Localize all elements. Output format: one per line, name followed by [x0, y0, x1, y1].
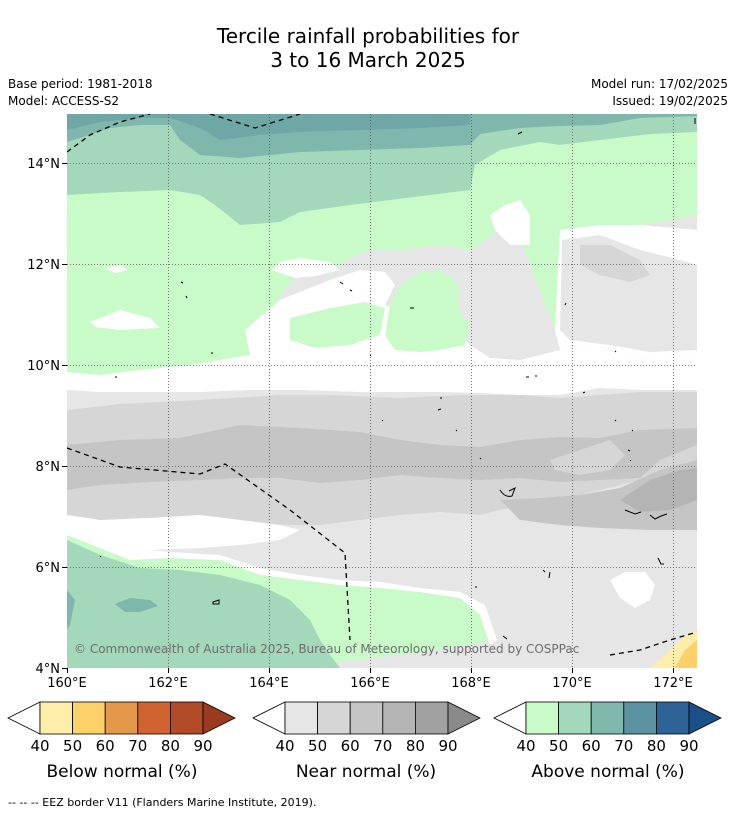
- legend-tick-label: 90: [438, 737, 457, 755]
- legend-tick-label: 50: [308, 737, 327, 755]
- eez-footnote: -- -- -- EEZ border V11 (Flanders Marine…: [8, 796, 317, 809]
- model-run: Model run: 17/02/2025: [590, 77, 728, 91]
- legend-title-above: Above normal (%): [531, 762, 685, 782]
- legend-tick-label: 70: [614, 737, 633, 755]
- above-normal-40-patch-west: [290, 302, 385, 348]
- base-period: Base period: 1981-2018: [8, 77, 153, 91]
- legend-tick-label: 90: [679, 737, 698, 755]
- legend-swatch: [349, 701, 384, 735]
- legend-tick-label: 50: [549, 737, 568, 755]
- lon-label: 168°E: [451, 676, 491, 691]
- lat-label: 12°N: [27, 258, 60, 273]
- lat-label: 10°N: [27, 359, 60, 374]
- no-signal-gap-3: [272, 258, 340, 278]
- legend-swatch: [656, 701, 690, 735]
- title-line-2: 3 to 16 March 2025: [270, 48, 466, 72]
- lat-label: 14°N: [27, 157, 60, 172]
- near-normal-60-band-lower-east: [500, 460, 697, 530]
- legend-swatch: [590, 701, 625, 735]
- lat-label: 6°N: [36, 561, 61, 576]
- lat-label: 4°N: [36, 662, 61, 677]
- legend-swatch: [623, 701, 657, 735]
- legend-swatch: [104, 701, 139, 735]
- legend-tick-label: 80: [647, 737, 666, 755]
- legend-swatch: [284, 701, 318, 735]
- legend-extend-low: [493, 701, 527, 735]
- above-normal-60-edge-south: [67, 590, 75, 630]
- legend-swatch: [72, 701, 106, 735]
- legend-title-below: Below normal (%): [46, 762, 198, 782]
- lon-label: 164°E: [249, 676, 289, 691]
- near-normal-60-band: [67, 425, 697, 490]
- legend-swatch: [137, 701, 171, 735]
- legend-tick-label: 60: [582, 737, 601, 755]
- legend-swatch: [558, 701, 592, 735]
- above-normal-50-region-south: [67, 540, 340, 668]
- no-signal-blob-southeast: [610, 572, 655, 608]
- legend-extend-high: [688, 701, 722, 735]
- legend-extend-low: [252, 701, 286, 735]
- above-normal-40-island-central: [385, 270, 470, 352]
- title-line-1: Tercile rainfall probabilities for: [216, 24, 520, 48]
- no-signal-gap-1: [90, 310, 160, 330]
- legend-tick-label: 80: [406, 737, 425, 755]
- legend-colorbars: 40 50 60 70 80 90 40 50 60 70 80 90 40 50 60 70 80 90: [7, 701, 722, 755]
- legend-swatch: [317, 701, 351, 735]
- legend-tick-label: 40: [275, 737, 294, 755]
- copyright-notice: © Commonwealth of Australia 2025, Bureau…: [74, 642, 579, 656]
- legend-swatch: [169, 701, 204, 735]
- legend-extend-high: [202, 701, 236, 735]
- legend-swatch: [382, 701, 416, 735]
- legend-tick-label: 70: [128, 737, 147, 755]
- lon-labels: 160°E 162°E 164°E 166°E 168°E 170°E 172°…: [47, 676, 693, 691]
- legend-tick-label: 60: [341, 737, 360, 755]
- lon-label: 162°E: [148, 676, 188, 691]
- no-signal-border-south: [67, 515, 300, 550]
- lat-labels: 14°N 12°N 10°N 8°N 6°N 4°N: [27, 157, 60, 677]
- lon-label: 160°E: [47, 676, 87, 691]
- no-signal-strip-south: [67, 528, 497, 645]
- gridlines: [67, 114, 697, 668]
- legend-swatch: [39, 701, 73, 735]
- lon-label: 172°E: [653, 676, 693, 691]
- map-plot-area: © Commonwealth of Australia 2025, Bureau…: [67, 114, 697, 668]
- no-signal-gap-4: [490, 200, 530, 245]
- legend-tick-label: 40: [516, 737, 535, 755]
- model-name: Model: ACCESS-S2: [8, 94, 120, 108]
- near-normal-50-blob-east: [580, 245, 650, 282]
- legend-extend-low: [7, 701, 41, 735]
- legend-tick-label: 70: [373, 737, 392, 755]
- legend-tick-label: 40: [30, 737, 49, 755]
- legend-title-near: Near normal (%): [295, 762, 437, 782]
- islands: [99, 118, 696, 640]
- near-normal-70-patch-east: [620, 468, 697, 512]
- legend-swatch: [414, 701, 449, 735]
- no-signal-band-central: [67, 305, 697, 395]
- no-signal-gap-2: [105, 265, 128, 273]
- lat-label: 8°N: [36, 460, 61, 475]
- issued-date: Issued: 19/02/2025: [612, 94, 728, 108]
- near-normal-40-blob-central: [458, 270, 528, 322]
- axis-ticks: [62, 163, 674, 673]
- eez-borders: [67, 114, 697, 656]
- legend-tick-label: 60: [96, 737, 115, 755]
- legend-tick-label: 50: [63, 737, 82, 755]
- legend-swatch: [525, 701, 559, 735]
- legend-tick-label: 90: [193, 737, 212, 755]
- below-normal-50-region: [675, 640, 697, 668]
- legend-extend-high: [447, 701, 481, 735]
- lon-label: 170°E: [552, 676, 592, 691]
- lon-label: 166°E: [350, 676, 390, 691]
- above-normal-70-region-north: [67, 114, 470, 140]
- legend-tick-label: 80: [161, 737, 180, 755]
- above-normal-60-patch-south: [115, 598, 158, 612]
